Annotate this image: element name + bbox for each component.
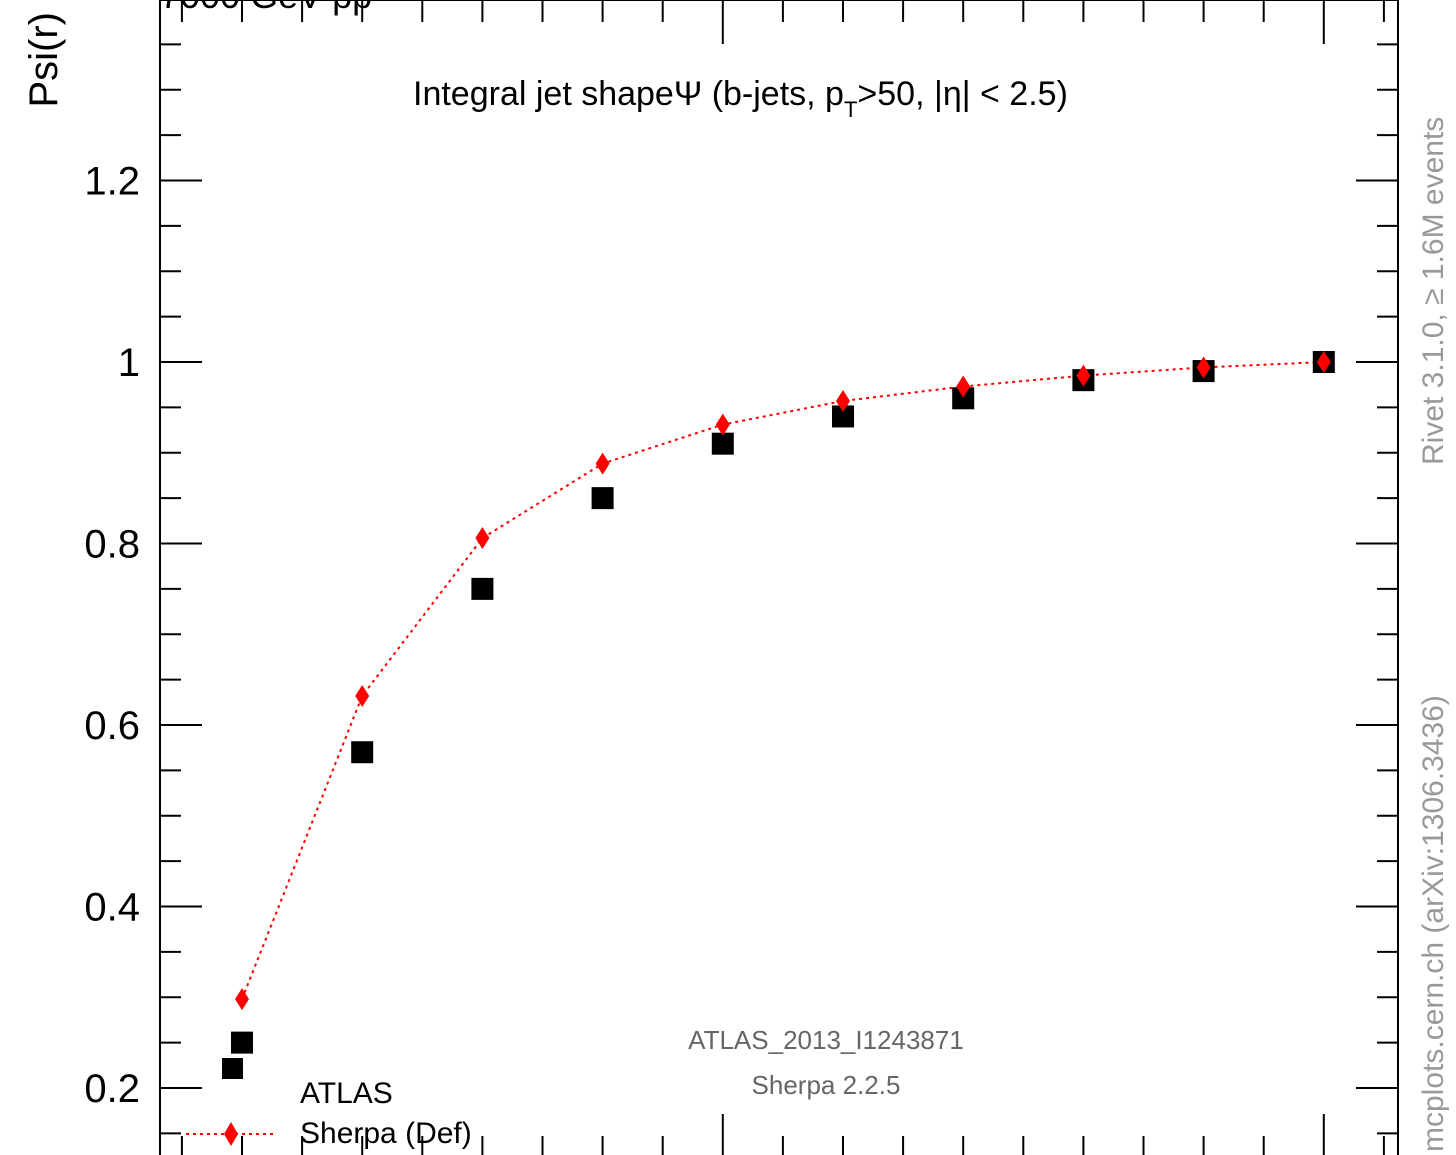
legend-label-sherpa: Sherpa (Def) (300, 1117, 472, 1150)
top-label-fragment: 7000 GeV pp (160, 0, 372, 16)
y-axis-label: Psi(r) (22, 12, 66, 108)
sherpa-point (1316, 351, 1331, 373)
atlas-point (591, 487, 614, 510)
y-tick-label: 0.8 (84, 523, 140, 567)
atlas-point (471, 577, 494, 600)
sherpa-point (1076, 364, 1091, 387)
sherpa-point (355, 684, 370, 707)
plot-title: Integral jet shapeΨ (b-jets, pT>50, |η| … (413, 75, 1068, 122)
x-ticks (180, 0, 1385, 1155)
sherpa-point (475, 527, 490, 550)
legend: ATLAS Sherpa (Def) (186, 1058, 472, 1150)
generator-label: Sherpa 2.2.5 (752, 1070, 901, 1100)
atlas-point (832, 405, 854, 428)
y-tick-label: 0.2 (84, 1067, 140, 1111)
sherpa-point (715, 413, 730, 436)
sherpa-point (956, 375, 971, 398)
y-tick-labels: 0.2 0.4 0.6 0.8 1 1.2 (84, 160, 140, 1112)
atlas-point (351, 741, 374, 764)
legend-label-atlas: ATLAS (300, 1077, 393, 1110)
sherpa-line (241, 361, 1324, 1000)
y-tick-label: 1 (118, 341, 140, 385)
atlas-point (952, 387, 975, 410)
plot-frame (159, 0, 1399, 1155)
analysis-label: ATLAS_2013_I1243871 (688, 1025, 964, 1055)
atlas-point (711, 432, 734, 455)
mcplots-side-label: mcplots.cern.ch (arXiv:1306.3436) (1417, 695, 1450, 1152)
y-tick-label: 0.4 (84, 886, 140, 930)
sherpa-point (235, 988, 249, 1011)
sherpa-point (836, 390, 850, 413)
series-layer (231, 351, 1335, 1054)
legend-marker-sherpa (224, 1122, 238, 1146)
y-ticks (160, 43, 1398, 1135)
y-tick-label: 1.2 (84, 160, 140, 204)
sherpa-point (595, 452, 610, 475)
atlas-point (231, 1031, 253, 1054)
rivet-side-label: Rivet 3.1.0, ≥ 1.6M events (1417, 117, 1450, 465)
sherpa-point (1196, 356, 1211, 379)
legend-marker-atlas (222, 1058, 243, 1079)
y-tick-label: 0.6 (84, 704, 140, 748)
